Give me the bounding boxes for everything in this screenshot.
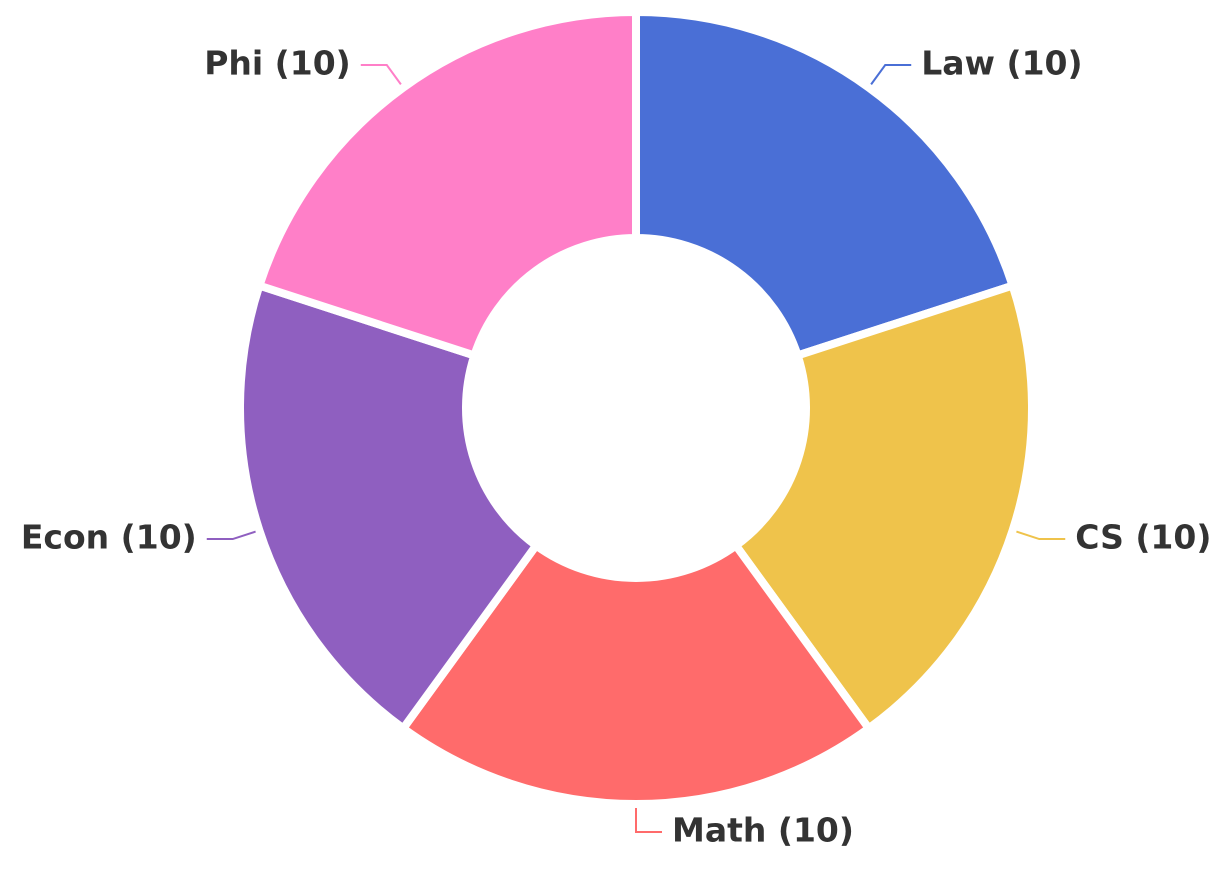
leader-line	[360, 63, 402, 85]
slice	[236, 281, 541, 733]
slice	[632, 8, 1017, 360]
leader-line	[206, 530, 256, 541]
leader-line	[1016, 530, 1066, 541]
slice-label: Phi (10)	[204, 43, 351, 82]
leader-line	[635, 808, 662, 833]
slice-label: Law (10)	[921, 43, 1082, 82]
leader-line	[870, 63, 912, 85]
slice	[255, 8, 640, 360]
slice	[399, 541, 873, 808]
slice-label: CS (10)	[1075, 518, 1211, 557]
slice-label: Math (10)	[672, 811, 854, 850]
slice	[731, 281, 1036, 733]
slice-label: Econ (10)	[21, 518, 197, 557]
